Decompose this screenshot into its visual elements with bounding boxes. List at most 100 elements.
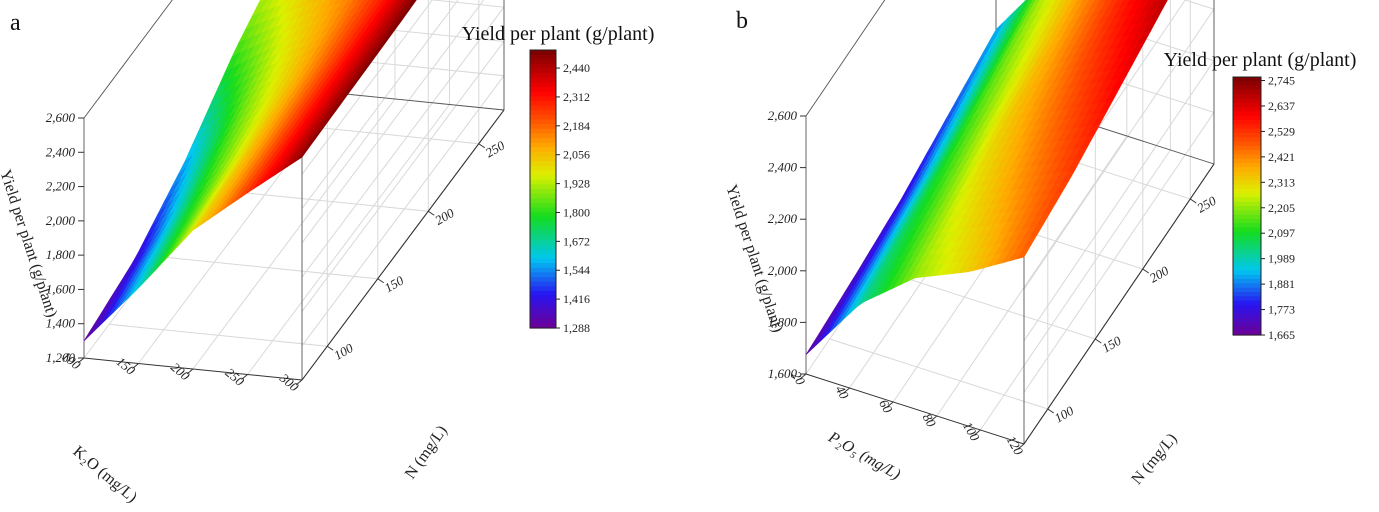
colorbar-tick-label: 2,313 — [1268, 175, 1295, 189]
colorbar-swatch — [530, 184, 556, 190]
colorbar-swatch — [1233, 313, 1261, 319]
colorbar-swatch — [1233, 180, 1261, 186]
colorbar-swatch — [1233, 94, 1261, 100]
colorbar-swatch — [1233, 309, 1261, 315]
y-tick-label: 150 — [1099, 333, 1124, 356]
z-tick-label: 1,600 — [46, 281, 76, 296]
colorbar-swatch — [530, 100, 556, 107]
colorbar-swatch — [530, 151, 556, 158]
colorbar-frame — [529, 49, 557, 329]
colorbar-swatch — [530, 128, 556, 134]
colorbar-swatch — [530, 138, 556, 144]
colorbar-swatch — [1233, 137, 1261, 143]
colorbar-swatch — [1233, 158, 1261, 164]
y-tick — [1094, 338, 1102, 344]
gridline — [301, 0, 485, 244]
colorbar-swatch — [1233, 120, 1261, 125]
z-tick-label: 1,600 — [768, 366, 798, 381]
colorbar-swatch — [530, 110, 556, 116]
colorbar-swatch — [1233, 317, 1261, 323]
colorbar-swatch — [1233, 128, 1261, 134]
gridline — [301, 0, 434, 175]
colorbar-swatch — [530, 235, 556, 241]
colorbar-tick-label: 1,773 — [1268, 303, 1295, 317]
y-tick — [1142, 268, 1150, 274]
colorbar-swatch — [530, 221, 556, 227]
colorbar-swatch — [1233, 206, 1261, 211]
colorbar-swatch — [530, 277, 556, 283]
colorbar-swatch — [1233, 197, 1261, 203]
colorbar-swatch — [1233, 98, 1261, 104]
colorbar-swatch — [1233, 150, 1261, 155]
x-tick — [886, 401, 894, 408]
colorbar-tick-label: 2,529 — [1268, 124, 1295, 138]
colorbar-swatch — [530, 193, 556, 199]
x-tick — [799, 373, 807, 380]
colorbar-swatch — [1233, 85, 1261, 91]
x-tick-label: 80 — [920, 411, 940, 430]
y-tick — [326, 345, 334, 351]
z-axis: 1,600 1,800 2,000 2,200 2,400 2,600 Yield per … — [722, 108, 806, 381]
colorbar-swatch — [1233, 266, 1261, 272]
y-axis-label: N (mg/L) — [402, 423, 451, 483]
panel-label: a — [10, 10, 21, 36]
colorbar-swatch — [1233, 283, 1261, 289]
z-tick-label: 1,800 — [768, 314, 798, 329]
x-tick-label: 150 — [114, 354, 139, 378]
y-tick — [377, 278, 385, 284]
colorbar-swatch — [530, 59, 556, 65]
colorbar-swatch — [1233, 214, 1261, 220]
colorbar-swatch — [530, 82, 556, 88]
colorbar-swatch — [1233, 227, 1261, 233]
colorbar-swatch — [1233, 322, 1261, 327]
x-tick-label: 120 — [1004, 433, 1027, 458]
x-tick-label: 300 — [276, 370, 302, 395]
x-axis-label: P₂O₅ (mg/L) — [824, 428, 903, 483]
colorbar: Yield per plant (g/plant) 2,745 2,637 2,529… — [1164, 49, 1357, 342]
y-tick — [478, 143, 486, 149]
colorbar-swatch — [1233, 231, 1261, 237]
colorbar-swatch — [530, 175, 556, 181]
z-tick-label: 2,400 — [768, 160, 798, 175]
colorbar-swatch — [530, 281, 556, 287]
colorbar-swatch — [1233, 236, 1261, 241]
colorbar-swatch — [530, 73, 556, 79]
x-tick — [974, 429, 981, 436]
colorbar-swatch — [1233, 111, 1261, 117]
colorbar-swatch — [1233, 201, 1261, 207]
colorbar-swatch — [530, 272, 556, 278]
surface — [805, 0, 1168, 355]
colorbar-swatch — [530, 230, 556, 236]
colorbar-swatch — [1233, 292, 1261, 297]
colorbar-swatch — [530, 267, 556, 273]
panel-label: b — [736, 8, 748, 34]
colorbar-swatch — [1233, 261, 1261, 267]
colorbar-swatch — [1233, 253, 1261, 259]
x-tick — [843, 387, 850, 394]
colorbar-frame — [1232, 76, 1262, 336]
x-tick — [186, 368, 194, 375]
colorbar-swatch — [530, 189, 556, 195]
surface-cell — [805, 337, 820, 355]
colorbar-swatch — [1233, 218, 1261, 224]
y-axis-line — [1023, 163, 1215, 445]
x-tick — [241, 374, 248, 380]
box-edge — [805, 0, 886, 117]
box-edge — [83, 0, 173, 119]
colorbar-tick-label: 2,637 — [1268, 99, 1295, 113]
z-tick-label: 1,200 — [46, 350, 76, 365]
colorbar-tick-label: 1,416 — [563, 292, 590, 306]
colorbar-tick-label: 1,544 — [563, 263, 590, 277]
panel-b: b 1,600 1,800 2,000 2,200 2,400 2,600 Yield per… — [722, 0, 1356, 488]
y-tick-label: 150 — [382, 272, 407, 295]
y-tick-label: 250 — [483, 137, 508, 160]
x-tick — [132, 363, 139, 369]
y-tick-label: 200 — [432, 205, 457, 228]
colorbar-swatch — [530, 96, 556, 102]
colorbar-swatch — [1233, 141, 1261, 147]
x-axis-line — [805, 373, 1025, 445]
z-tick-label: 1,400 — [46, 316, 76, 331]
colorbar-swatch — [530, 226, 556, 232]
